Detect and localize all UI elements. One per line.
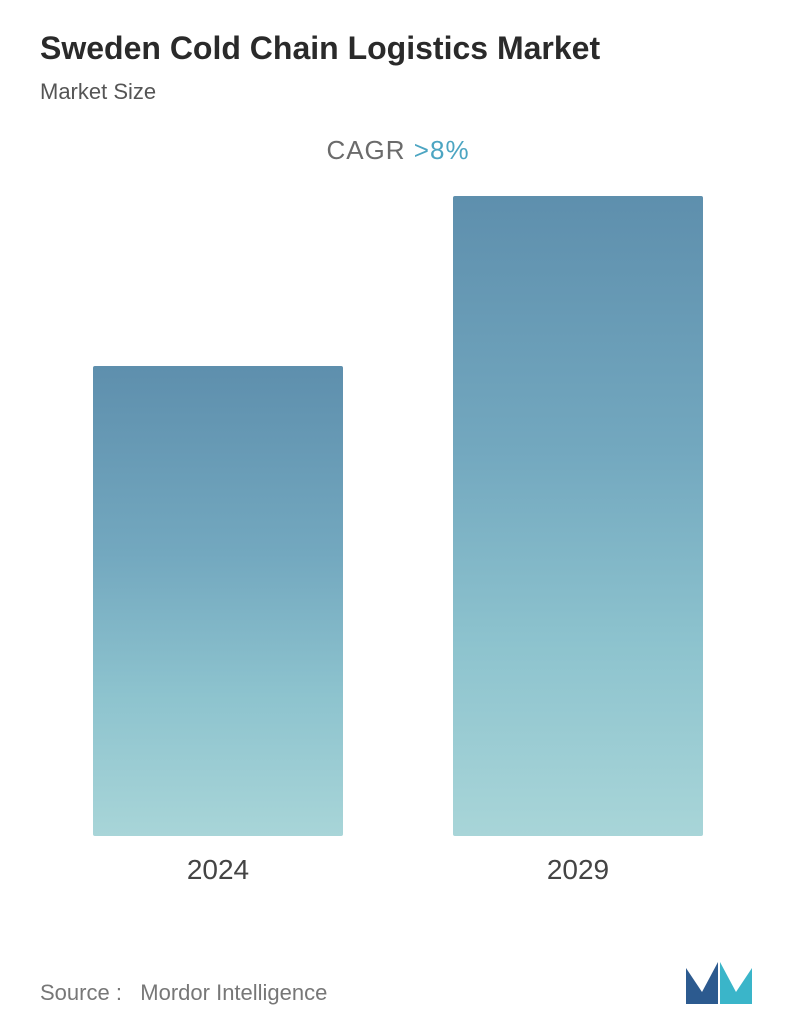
mordor-logo-icon bbox=[684, 954, 756, 1006]
source-name: Mordor Intelligence bbox=[140, 980, 327, 1005]
source-text: Source : Mordor Intelligence bbox=[40, 980, 327, 1006]
footer: Source : Mordor Intelligence bbox=[40, 954, 756, 1006]
chart-area: 2024 2029 bbox=[40, 206, 756, 886]
chart-title: Sweden Cold Chain Logistics Market bbox=[40, 30, 756, 67]
bar-2029 bbox=[453, 196, 703, 836]
bar-2024 bbox=[93, 366, 343, 836]
cagr-value: >8% bbox=[414, 135, 470, 165]
source-label: Source : bbox=[40, 980, 122, 1005]
bar-label-2024: 2024 bbox=[187, 854, 249, 886]
bar-label-2029: 2029 bbox=[547, 854, 609, 886]
cagr-label: CAGR bbox=[326, 135, 405, 165]
bar-group-2024: 2024 bbox=[93, 366, 343, 886]
bar-group-2029: 2029 bbox=[453, 196, 703, 886]
cagr-row: CAGR >8% bbox=[40, 135, 756, 166]
chart-subtitle: Market Size bbox=[40, 79, 756, 105]
